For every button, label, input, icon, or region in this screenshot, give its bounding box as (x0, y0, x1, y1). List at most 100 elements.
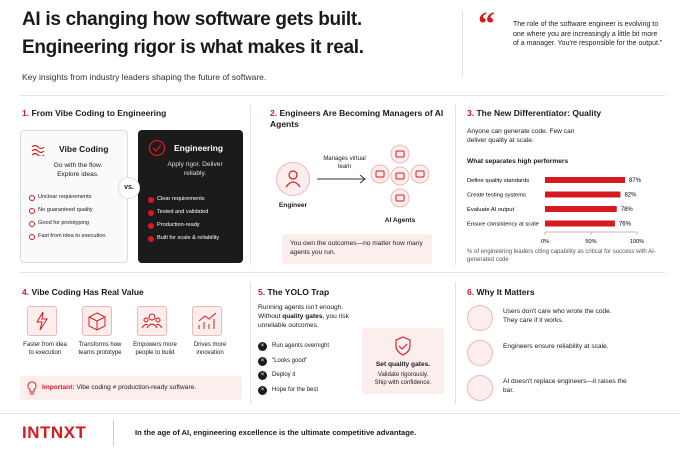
lead-text: , you risk unreliable outcomes. (258, 313, 349, 329)
card-title: Vibe Coding (59, 144, 109, 154)
growth (198, 312, 217, 329)
people (141, 313, 163, 329)
card-title: Engineering (174, 143, 224, 153)
value-label: 76% (619, 222, 632, 228)
matter-text: AI doesn't replace engineers—it raises t… (503, 378, 627, 394)
engineer-icon (276, 162, 310, 196)
section-title: The YOLO Trap (267, 287, 330, 297)
shield-icon (395, 336, 411, 356)
value-label: 78% (621, 207, 634, 213)
card-list: Unclear requirements No guaranteed qualit… (29, 191, 105, 243)
section-title: Why It Matters (476, 287, 535, 297)
list-item: Production-ready (148, 219, 219, 232)
card-tagline: Go with the flow. Explore ideas. (53, 162, 103, 178)
x-tick-label: 50% (585, 239, 596, 245)
growth-icon (192, 306, 222, 336)
bulb-icon (27, 381, 37, 395)
lead-text: Running agents isn't enough. Without (258, 304, 344, 320)
list-item: Built for scale & reliability (148, 232, 219, 245)
card-list: Clear requirements Tested and validated Pr… (148, 193, 219, 245)
important-text: Vibe coding ≠ production-ready software. (76, 384, 197, 391)
bar-label: Create testing systems (467, 193, 526, 199)
person (285, 170, 301, 188)
engineer-label: Engineer (278, 202, 308, 209)
arrow (317, 174, 366, 184)
check-icon (148, 139, 166, 157)
divider (455, 282, 456, 404)
x-icon: × (258, 385, 267, 395)
bar (545, 206, 617, 212)
matter-icon (467, 305, 493, 331)
bar-label: Define quality standards (467, 178, 529, 184)
x-tick-label: 100% (630, 239, 644, 245)
title-line-2: Engineering rigor is what makes it real. (22, 37, 364, 58)
x-tick-label: 0% (541, 239, 549, 245)
gate-title: Set quality gates. (375, 361, 431, 368)
value-caption: Empowers more people to build (133, 342, 177, 356)
card-tagline: Apply rigor. Deliver reliably. (167, 161, 223, 177)
section-number: 6. (467, 287, 475, 297)
divider (113, 420, 114, 446)
divider (250, 105, 251, 265)
bar-label: Ensure consistency at scale (467, 222, 539, 228)
list-item: Clear requirements (148, 193, 219, 206)
section-title: Vibe Coding Has Real Value (31, 287, 144, 297)
value-caption: Transforms how teams prototype (78, 342, 122, 356)
matter-text: Engineers ensure reliability at scale. (503, 343, 609, 350)
important-label: Important: (42, 384, 75, 391)
title-line-1: AI is changing how software gets built. (22, 9, 362, 30)
callout: You own the outcomes—no matter how many … (282, 234, 432, 264)
divider (20, 272, 665, 273)
section-lead: Running agents isn't enough. Without qua… (258, 303, 358, 330)
subtitle: Key insights from industry leaders shapi… (22, 72, 267, 82)
quote-mark: “ (478, 6, 495, 43)
bar (545, 191, 621, 198)
agents-label: AI Agents (384, 217, 416, 224)
lead-bold: quality gates (282, 313, 323, 320)
trap-item: "Looks good" (272, 357, 308, 364)
quote: The role of the software engineer is evo… (513, 21, 663, 47)
value-label: 82% (624, 193, 637, 199)
vibe-card: Vibe Coding Go with the flow. Explore id… (20, 130, 128, 263)
divider (0, 413, 680, 414)
section-title: The New Differentiator: Quality (476, 108, 602, 118)
section-number: 5. (258, 287, 266, 297)
value-caption: Drives more innovation (193, 342, 227, 356)
bar (545, 177, 626, 183)
footer-tagline: In the age of AI, engineering excellence… (135, 428, 417, 437)
divider (455, 105, 456, 265)
divider (250, 282, 251, 404)
x-icon: × (258, 342, 267, 351)
matter-icon (467, 340, 493, 366)
wave-icon (31, 144, 45, 156)
bar-label: Evaluate AI output (467, 207, 514, 213)
section-heading: 2. Engineers Are Becoming Managers of AI… (270, 108, 445, 130)
list-item: No guaranteed quality (29, 204, 105, 217)
list-item: Good for prototyping (29, 217, 105, 230)
section-title: From Vibe Coding to Engineering (31, 108, 167, 118)
section-heading: 1. From Vibe Coding to Engineering (22, 108, 166, 119)
arrow-label: Manages virtual team (323, 156, 366, 170)
chart-title: What separates high performers (467, 158, 569, 165)
section-heading: 6. Why It Matters (467, 287, 535, 298)
value-caption: Faster from idea to execution (23, 342, 67, 356)
important-box: Important: Vibe coding ≠ production-read… (20, 376, 242, 400)
matter-icon (467, 375, 493, 401)
agents-cluster (370, 144, 430, 208)
bar-chart: Define quality standards 87% Create testin… (467, 177, 644, 245)
people-icon (137, 306, 167, 336)
engineering-card: Engineering Apply rigor. Deliver reliabl… (138, 130, 243, 263)
section-heading: 5. The YOLO Trap (258, 287, 329, 298)
divider (462, 10, 463, 76)
matter-text: Users don't care who wrote the code. The… (503, 308, 612, 324)
bolt-icon (27, 306, 57, 336)
gate-text: Validate rigorously. Ship with confidenc… (374, 372, 432, 386)
value-label: 87% (629, 178, 642, 184)
list-item: Unclear requirements (29, 191, 105, 204)
list-item: Tested and validated (148, 206, 219, 219)
divider (20, 95, 665, 96)
section-number: 3. (467, 108, 475, 118)
section-title: Engineers Are Becoming Managers of AI Ag… (270, 108, 444, 129)
logo: INTNXT (22, 423, 87, 442)
bar (545, 220, 615, 227)
